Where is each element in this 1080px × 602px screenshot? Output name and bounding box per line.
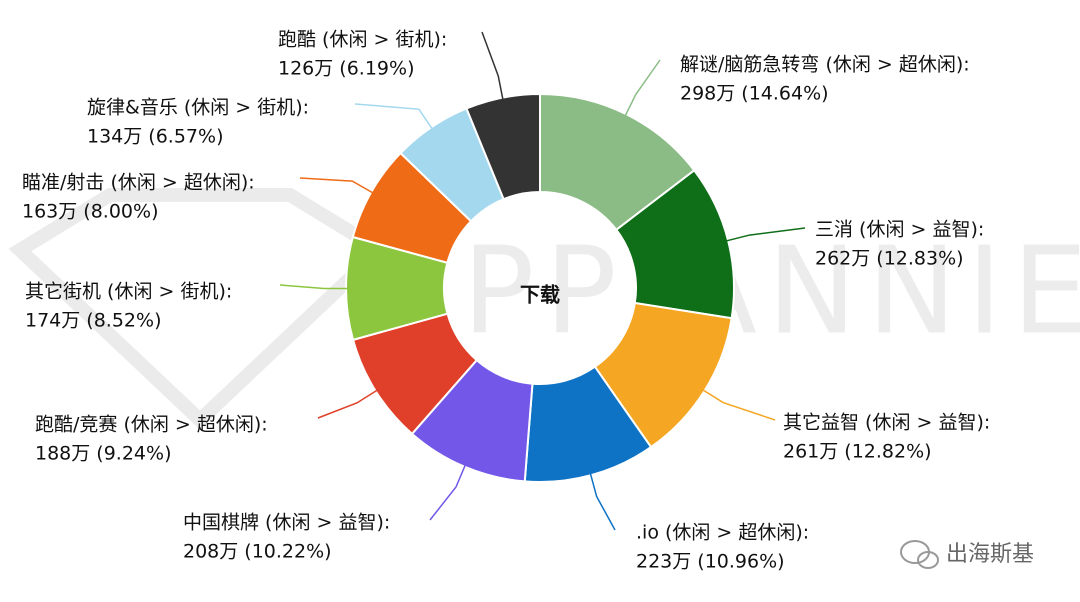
category-label: 瞄准/射击 (休闲 > 超休闲): [22, 172, 255, 194]
value-label: 261万 (12.82%) [783, 441, 932, 463]
value-label: 223万 (10.96%) [636, 551, 785, 573]
center-label: 下载 [520, 283, 560, 307]
leader-line [299, 177, 376, 195]
value-label: 208万 (10.22%) [183, 541, 332, 563]
value-label: 188万 (9.24%) [35, 443, 172, 465]
category-label: 旋律&音乐 (休闲 > 街机): [87, 97, 309, 119]
category-label: 跑酷/竞赛 (休闲 > 超休闲): [35, 414, 268, 436]
leader-line [700, 388, 776, 421]
leader-line [481, 31, 505, 102]
category-label: 三消 (休闲 > 益智): [815, 219, 984, 241]
leader-line [354, 103, 435, 132]
category-label: 中国棋牌 (休闲 > 益智): [183, 512, 390, 534]
category-label: 其它街机 (休闲 > 街机): [25, 281, 232, 303]
category-label: 跑酷 (休闲 > 街机): [278, 29, 447, 51]
leader-line [279, 284, 351, 290]
logo: 出海斯基 [900, 540, 1034, 569]
leader-line [589, 471, 616, 531]
value-label: 134万 (6.57%) [87, 126, 224, 148]
value-label: 126万 (6.19%) [278, 58, 415, 80]
leader-line [317, 388, 380, 419]
category-label: .io (休闲 > 超休闲): [636, 522, 809, 544]
value-label: 174万 (8.52%) [25, 310, 162, 332]
slice [465, 92, 541, 201]
leader-line [429, 462, 467, 521]
category-label: 其它益智 (休闲 > 益智): [783, 412, 990, 434]
watermark-art [8, 188, 392, 430]
value-label: 298万 (14.64%) [680, 83, 829, 105]
leader-line [623, 59, 661, 119]
slice [539, 92, 696, 232]
leader-line [724, 227, 806, 243]
value-label: 163万 (8.00%) [22, 201, 159, 223]
category-label: 解谜/脑筋急转弯 (休闲 > 超休闲): [680, 54, 970, 76]
logo-text: 出海斯基 [946, 542, 1034, 567]
value-label: 262万 (12.83%) [815, 248, 964, 270]
